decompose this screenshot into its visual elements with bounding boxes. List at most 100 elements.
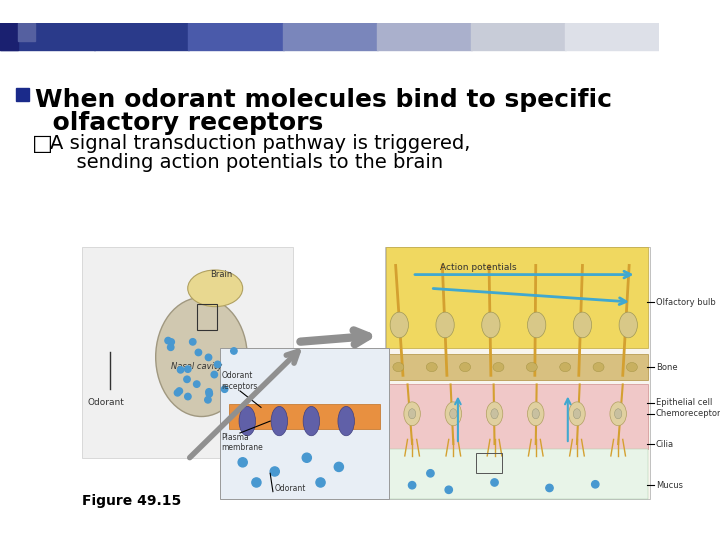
Text: Epithelial cell: Epithelial cell — [656, 399, 712, 407]
Circle shape — [270, 467, 279, 476]
Bar — [387, 354, 649, 380]
Ellipse shape — [338, 407, 354, 436]
Circle shape — [195, 349, 202, 356]
Bar — [476, 453, 502, 473]
Ellipse shape — [426, 362, 437, 372]
Ellipse shape — [459, 362, 471, 372]
Text: Chemoreceptor: Chemoreceptor — [656, 409, 720, 418]
Ellipse shape — [626, 362, 637, 372]
Ellipse shape — [573, 409, 580, 419]
Circle shape — [408, 482, 415, 489]
Bar — [229, 404, 380, 429]
Circle shape — [174, 389, 181, 396]
FancyArrowPatch shape — [190, 352, 298, 457]
Circle shape — [168, 344, 174, 350]
Ellipse shape — [408, 409, 415, 419]
Circle shape — [302, 453, 311, 462]
Circle shape — [205, 354, 212, 361]
Ellipse shape — [619, 312, 637, 338]
Text: Figure 49.15: Figure 49.15 — [82, 494, 181, 508]
Text: Action potentials: Action potentials — [440, 263, 516, 272]
Bar — [220, 348, 390, 499]
Bar — [0, 23, 95, 50]
Ellipse shape — [593, 362, 604, 372]
Circle shape — [206, 389, 212, 395]
Circle shape — [491, 479, 498, 486]
Text: □: □ — [32, 134, 53, 154]
Circle shape — [427, 470, 434, 477]
Text: Cilia: Cilia — [656, 440, 674, 449]
Ellipse shape — [239, 407, 256, 436]
FancyArrowPatch shape — [300, 330, 368, 345]
Ellipse shape — [436, 312, 454, 338]
Ellipse shape — [482, 312, 500, 338]
Bar — [387, 247, 649, 348]
Bar — [384, 247, 650, 499]
Ellipse shape — [156, 298, 247, 416]
Ellipse shape — [573, 312, 592, 338]
Ellipse shape — [559, 362, 571, 372]
Ellipse shape — [450, 409, 457, 419]
Circle shape — [184, 366, 191, 373]
Circle shape — [176, 388, 183, 394]
Circle shape — [211, 372, 217, 378]
Text: Odorant
receptors: Odorant receptors — [222, 372, 258, 391]
Ellipse shape — [303, 407, 320, 436]
Text: Mucus: Mucus — [656, 481, 683, 490]
Text: Nasal cavity: Nasal cavity — [171, 362, 222, 370]
Bar — [0, 23, 18, 50]
Ellipse shape — [493, 362, 504, 372]
Circle shape — [592, 481, 599, 488]
Text: When odorant molecules bind to specific: When odorant molecules bind to specific — [35, 88, 612, 112]
Circle shape — [204, 396, 211, 403]
Ellipse shape — [528, 402, 544, 426]
Ellipse shape — [569, 402, 585, 426]
Text: sending action potentials to the brain: sending action potentials to the brain — [64, 153, 444, 172]
Ellipse shape — [614, 409, 622, 419]
Text: Odorant: Odorant — [87, 399, 124, 407]
Circle shape — [165, 338, 171, 344]
Ellipse shape — [188, 270, 243, 307]
Ellipse shape — [393, 362, 404, 372]
Text: Olfactory bulb: Olfactory bulb — [656, 298, 716, 307]
Text: Brain: Brain — [210, 270, 233, 279]
Bar — [189, 23, 284, 50]
Ellipse shape — [271, 407, 287, 436]
Circle shape — [184, 376, 190, 382]
Circle shape — [316, 478, 325, 487]
Bar — [282, 23, 378, 50]
Ellipse shape — [610, 402, 626, 426]
Circle shape — [168, 339, 174, 345]
Bar — [377, 23, 472, 50]
Ellipse shape — [486, 402, 503, 426]
Circle shape — [206, 390, 212, 397]
Circle shape — [445, 486, 452, 494]
Bar — [94, 23, 189, 50]
Bar — [82, 247, 293, 458]
Text: Odorant: Odorant — [275, 483, 306, 492]
Ellipse shape — [528, 312, 546, 338]
Ellipse shape — [445, 402, 462, 426]
Circle shape — [215, 361, 221, 368]
Bar — [565, 23, 660, 50]
Text: olfactory receptors: olfactory receptors — [35, 111, 323, 134]
Circle shape — [222, 386, 228, 393]
Bar — [18, 23, 35, 41]
Ellipse shape — [532, 409, 539, 419]
Circle shape — [334, 462, 343, 471]
Circle shape — [230, 348, 237, 354]
Circle shape — [194, 381, 200, 387]
Text: Bone: Bone — [656, 362, 678, 372]
Bar — [387, 384, 649, 449]
Circle shape — [184, 393, 191, 400]
Ellipse shape — [390, 312, 408, 338]
Circle shape — [546, 484, 553, 491]
Circle shape — [189, 339, 196, 345]
Text: A signal transduction pathway is triggered,: A signal transduction pathway is trigger… — [50, 134, 471, 153]
Text: Plasma
membrane: Plasma membrane — [222, 433, 264, 453]
Bar — [387, 449, 649, 499]
Ellipse shape — [526, 362, 537, 372]
Circle shape — [252, 478, 261, 487]
Ellipse shape — [491, 409, 498, 419]
Bar — [471, 23, 566, 50]
